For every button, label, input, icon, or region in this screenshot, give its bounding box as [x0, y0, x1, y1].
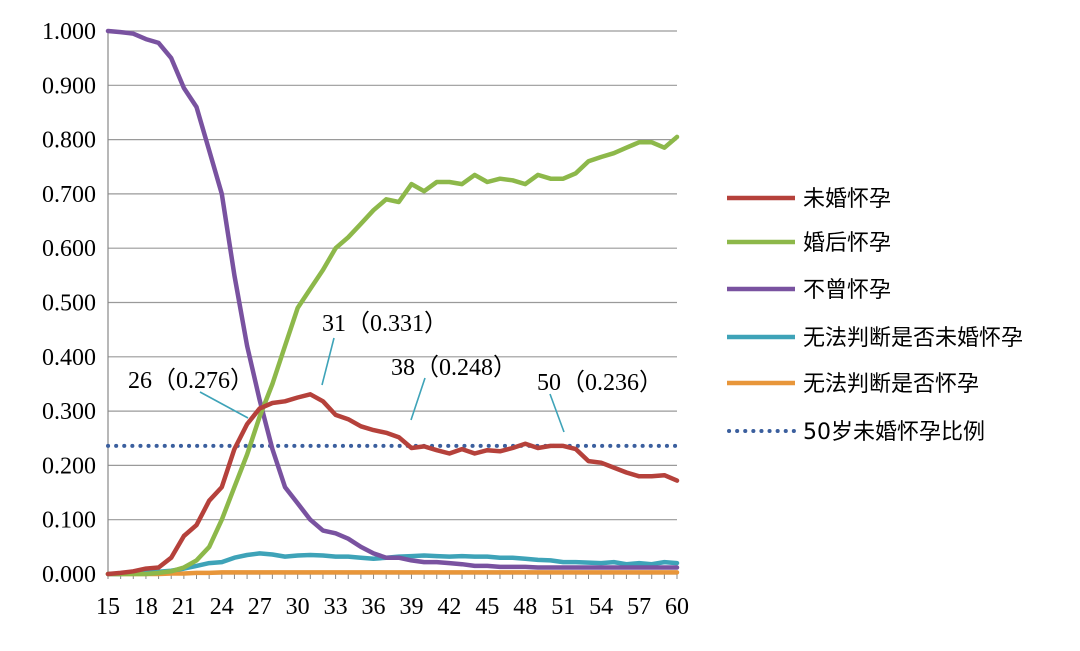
- y-tick-label: 0.200: [42, 453, 96, 479]
- axes: 0.000 0.100 0.200 0.300 0.400 0.500 0.600 0.700…: [42, 19, 689, 620]
- x-tick-label: 21: [172, 594, 196, 620]
- x-tick-label: 24: [210, 594, 234, 620]
- annotation-leader: [410, 377, 426, 421]
- legend-label: 婚后怀孕: [803, 231, 891, 256]
- x-tick-label: 39: [399, 594, 423, 620]
- legend-label: 不曾怀孕: [803, 278, 891, 303]
- annotation-label: 38（0.248）: [391, 355, 517, 381]
- x-tick-label: 57: [627, 594, 651, 620]
- annotation-leader: [199, 391, 249, 419]
- y-tick-label: 0.600: [42, 236, 96, 262]
- legend-label: 无法判断是否未婚怀孕: [803, 326, 1023, 351]
- x-tick-label: 27: [248, 594, 272, 620]
- annotation-leader: [549, 393, 565, 433]
- annotation-leader: [321, 337, 335, 386]
- annotation-label: 50（0.236）: [537, 370, 663, 396]
- x-tick-label: 45: [475, 594, 499, 620]
- annotation-label: 31（0.331）: [322, 311, 448, 337]
- x-tick-label: 30: [286, 594, 310, 620]
- y-tick-label: 1.000: [42, 19, 96, 45]
- legend-label: 无法判断是否怀孕: [803, 372, 979, 397]
- grid-lines: [108, 30, 677, 575]
- x-tick-label: 36: [362, 594, 386, 620]
- series-line-1: [105, 134, 680, 577]
- y-tick-label: 0.000: [42, 562, 96, 588]
- series-line-0: [105, 392, 680, 577]
- series-line-2: [105, 28, 680, 570]
- legend-label: 50岁未婚怀孕比例: [803, 420, 985, 445]
- x-tick-label: 48: [513, 594, 537, 620]
- y-tick-label: 0.500: [42, 291, 96, 317]
- x-tick-label: 54: [589, 594, 613, 620]
- legend-label: 未婚怀孕: [803, 187, 891, 212]
- y-tick-label: 0.700: [42, 182, 96, 208]
- annotation-label: 26（0.276）: [128, 368, 254, 394]
- x-tick-label: 42: [437, 594, 461, 620]
- x-tick-label: 51: [551, 594, 575, 620]
- x-tick-label: 18: [134, 594, 158, 620]
- y-tick-label: 0.900: [42, 73, 96, 99]
- y-tick-label: 0.100: [42, 508, 96, 534]
- series-lines: [105, 28, 680, 577]
- x-tick-label: 60: [665, 594, 689, 620]
- y-tick-label: 0.400: [42, 345, 96, 371]
- y-tick-label: 0.800: [42, 128, 96, 154]
- y-tick-label: 0.300: [42, 399, 96, 425]
- annotations: 26（0.276） 31（0.331） 38（0.248） 50（0.236）: [128, 311, 663, 433]
- x-tick-label: 33: [324, 594, 348, 620]
- x-tick-label: 15: [96, 594, 120, 620]
- series-line-4: [105, 570, 680, 577]
